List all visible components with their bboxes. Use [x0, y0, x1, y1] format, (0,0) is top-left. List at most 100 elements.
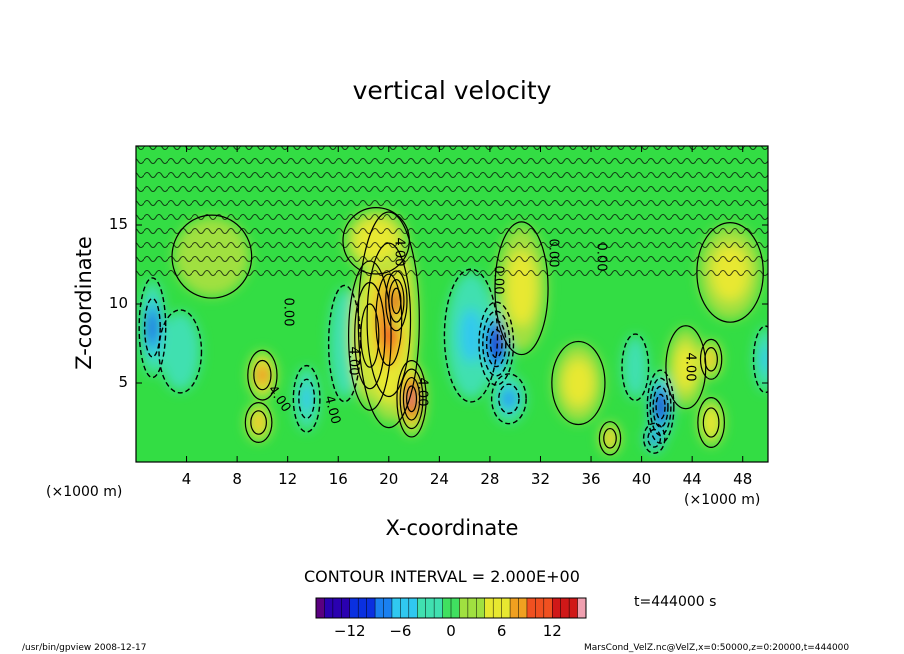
contour-line-2	[247, 349, 278, 401]
contour-line-22	[697, 397, 725, 448]
x-unit-label-right: (×1000 m)	[684, 492, 761, 508]
field-blob-9	[394, 295, 399, 307]
colorbar-segment	[375, 598, 384, 618]
colorbar-segment	[535, 598, 545, 618]
x-tick-label: 12	[278, 470, 298, 488]
field-blob-11	[460, 308, 482, 363]
x-tick-label: 48	[733, 470, 753, 488]
contour-line-9	[388, 278, 405, 323]
contour-line-23	[752, 325, 768, 394]
field-blob-23	[760, 345, 768, 373]
x-tick-label: 44	[682, 470, 702, 488]
contour-value-label: 0.00	[490, 265, 505, 295]
contour-line-3	[244, 401, 273, 444]
contour-line-19	[642, 422, 666, 454]
colorbar-tick-label: 0	[446, 622, 456, 640]
contour-line-18	[652, 385, 669, 428]
colorbar-segment	[552, 598, 562, 618]
contour-line-3	[250, 410, 267, 435]
noise-contours	[136, 146, 768, 276]
field-blob-13	[503, 390, 515, 407]
colorbar	[315, 597, 587, 619]
colorbar-tick-label: 12	[542, 622, 562, 640]
colorbar-segment	[459, 598, 469, 618]
contour-line-1	[158, 309, 203, 394]
colorbar-segment	[518, 598, 528, 618]
colorbar-tick-label: −6	[389, 622, 412, 640]
colorbar-segment	[425, 598, 435, 618]
footer-data-source: MarsCond_VelZ.nc@VelZ,x=0:50000,z=0:2000…	[584, 643, 850, 653]
colorbar-segment	[349, 598, 359, 618]
time-label: t=444000 s	[634, 594, 717, 610]
field-blob-16	[606, 433, 614, 444]
x-tick-label: 24	[429, 470, 449, 488]
contour-line-8	[399, 368, 424, 430]
colorbar-segment	[476, 598, 486, 618]
contour-line-0	[138, 277, 167, 379]
colorbar-tick-label: 6	[496, 622, 507, 640]
contour-line-8	[396, 360, 427, 438]
contour-line-0	[143, 297, 161, 358]
contour-value-label: 0.00	[280, 297, 296, 327]
field-features	[139, 209, 768, 455]
y-tick-label: 10	[108, 294, 128, 312]
colorbar-segment	[434, 598, 444, 618]
field-blob-12	[492, 335, 500, 352]
x-tick-label: 32	[530, 470, 551, 488]
contour-line-16	[598, 421, 622, 456]
field-blob-0	[148, 314, 156, 341]
contour-line-4	[292, 364, 321, 433]
contour-value-label: 0.00	[593, 242, 609, 272]
contour-value-label: 0.00	[545, 238, 561, 268]
contour-line-6	[360, 303, 380, 368]
contour-lines	[136, 146, 768, 456]
x-tick-label: 8	[232, 470, 242, 488]
colorbar-segment	[510, 598, 519, 618]
field-blob-2	[258, 368, 267, 382]
contour-line-21	[699, 338, 723, 380]
x-tick-label: 16	[328, 470, 348, 488]
x-tick-label: 36	[581, 470, 601, 488]
colorbar-tick-label: −12	[333, 622, 366, 640]
colorbar-segment	[451, 598, 460, 618]
contour-value-label: 4.00	[682, 352, 698, 382]
contour-line-22	[702, 407, 720, 438]
colorbar-segment	[341, 598, 351, 618]
colorbar-segment	[569, 598, 579, 618]
contour-line-19	[647, 428, 662, 448]
colorbar-segment	[417, 598, 427, 618]
field-blob-17	[627, 348, 643, 387]
field-blob-20	[674, 343, 698, 391]
colorbar-segment	[366, 598, 376, 618]
axis-tick-marks	[136, 146, 768, 462]
x-tick-label: 28	[480, 470, 500, 488]
colorbar-segment	[543, 598, 553, 618]
contour-value-label: 4.00	[391, 237, 407, 267]
x-unit-label-left: (×1000 m)	[46, 484, 123, 500]
colorbar-segment	[400, 598, 410, 618]
x-tick-label: 40	[632, 470, 652, 488]
contour-line-12	[485, 319, 507, 368]
contour-line-12	[489, 328, 503, 359]
colorbar-frame	[315, 597, 587, 619]
colorbar-segment	[560, 598, 570, 618]
y-axis-label: Z-coordinate	[72, 236, 96, 370]
contour-line-13	[498, 383, 520, 415]
contour-line-8	[402, 376, 421, 421]
contour-value-label: 4.00	[345, 346, 361, 376]
contour-line-17	[621, 333, 650, 402]
colorbar-segment	[316, 598, 325, 618]
colorbar-segment	[358, 598, 368, 618]
contour-line-16	[603, 427, 617, 449]
contour-line-12	[478, 301, 515, 386]
colorbar-segment	[408, 598, 418, 618]
chart-title: vertical velocity	[352, 76, 552, 105]
x-tick-label: 4	[181, 470, 192, 488]
field-blob-22	[705, 412, 717, 433]
field-blob-1	[168, 327, 193, 376]
contour-interval-text: CONTOUR INTERVAL = 2.000E+00	[304, 567, 580, 586]
field-blob-3	[254, 416, 263, 429]
colorbar-segment	[526, 598, 536, 618]
colorbar-segment	[484, 598, 494, 618]
